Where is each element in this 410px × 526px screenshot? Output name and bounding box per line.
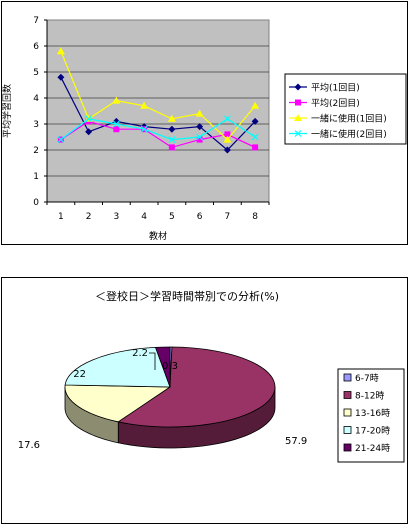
legend-marker [294, 83, 302, 91]
legend-swatch [343, 443, 352, 452]
line-chart: 0 1 2 3 4 5 6 7 1 2 3 4 5 6 7 8 教材 平均学習回数 平均(1回目) 平均(2回… [1, 16, 407, 242]
y-tick-label: 7 [33, 16, 39, 26]
data-point [196, 133, 204, 141]
data-point [251, 117, 259, 125]
y-axis-title: 平均学習回数 [1, 84, 13, 138]
data-point [251, 133, 259, 141]
x-tick-label: 7 [225, 212, 231, 222]
pie-slice [117, 346, 276, 428]
legend-label: 17-20時 [355, 426, 390, 437]
legend-swatch [343, 426, 352, 434]
data-point [168, 144, 175, 151]
data-point [85, 115, 93, 123]
y-tick-label: 0 [33, 198, 39, 208]
x-tick-label: 5 [169, 212, 175, 222]
y-tick-label: 2 [33, 146, 39, 156]
data-point [251, 101, 260, 109]
legend-marker [294, 114, 302, 121]
legend-label: 21-24時 [355, 443, 390, 454]
x-tick-label: 6 [197, 212, 203, 222]
data-point [168, 125, 176, 133]
legend-label: 8-12時 [355, 391, 384, 402]
pie-slice [64, 384, 172, 423]
data-point [113, 126, 120, 133]
series-line [60, 118, 256, 141]
data-point [195, 109, 204, 117]
pie-data-label: 2.2 [132, 348, 148, 359]
x-tick-label: 4 [141, 212, 147, 222]
leader-line [149, 352, 156, 370]
x-tick-label: 1 [58, 212, 64, 222]
data-point [57, 73, 65, 81]
data-point [168, 136, 176, 144]
legend-label: 平均(1回目) [311, 82, 360, 94]
data-point [223, 146, 231, 154]
data-point [252, 144, 259, 151]
pie-title: ＜登校日＞学習時間帯別での分析(%) [95, 289, 279, 303]
pie-chart: ＜登校日＞学習時間帯別での分析(%) 0.3 57.9 17.6 22 2.2 6-7時… [18, 289, 405, 463]
data-point [196, 136, 203, 143]
legend-label: 6-7時 [355, 373, 379, 384]
legend-swatch [343, 373, 352, 382]
y-tick-label: 5 [33, 68, 39, 78]
data-point [224, 131, 231, 138]
y-tick-label: 3 [33, 120, 39, 130]
y-tick-label: 6 [33, 42, 39, 52]
legend-label: 13-16時 [355, 408, 390, 419]
data-point [167, 114, 176, 122]
data-point [140, 101, 149, 109]
pie-data-label: 57.9 [285, 436, 307, 447]
legend-marker [295, 99, 301, 106]
data-point [112, 96, 121, 104]
data-point [56, 47, 65, 55]
x-tick-label: 2 [86, 212, 92, 222]
series-line [60, 76, 256, 151]
legend-swatch [343, 391, 352, 399]
data-point [196, 123, 204, 131]
plot-area [46, 19, 270, 203]
data-point [57, 136, 65, 144]
data-point [140, 125, 148, 133]
pie-data-label: 0.3 [162, 361, 178, 372]
data-point [112, 120, 120, 128]
series-line [60, 50, 256, 141]
x-tick-label: 8 [252, 212, 258, 222]
pie-slice [154, 346, 171, 388]
y-tick-label: 4 [33, 94, 39, 104]
y-tick-label: 1 [33, 172, 39, 182]
data-point [85, 128, 93, 136]
x-axis-title: 教材 [149, 230, 167, 242]
legend-label: 一緒に使用(1回目) [311, 113, 387, 125]
data-point [223, 115, 231, 123]
legend-marker [294, 130, 302, 137]
pie-data-label: 17.6 [18, 440, 40, 451]
pie-data-label: 22 [73, 369, 86, 380]
pie-chart-panel: ＜登校日＞学習時間帯別での分析(%) 0.3 57.9 17.6 22 2.2 6-7時… [1, 277, 408, 524]
pie-slice [64, 346, 171, 388]
line-chart-panel: 0 1 2 3 4 5 6 7 1 2 3 4 5 6 7 8 教材 平均学習回数 平均(1回目) 平均(2回… [1, 1, 408, 245]
line-legend-box [284, 73, 407, 145]
data-point [223, 135, 232, 143]
legend-label: 平均(2回目) [311, 97, 360, 109]
x-tick-label: 3 [114, 212, 120, 222]
legend-label: 一緒に使用(2回目) [311, 128, 387, 140]
legend-swatch [343, 408, 352, 417]
